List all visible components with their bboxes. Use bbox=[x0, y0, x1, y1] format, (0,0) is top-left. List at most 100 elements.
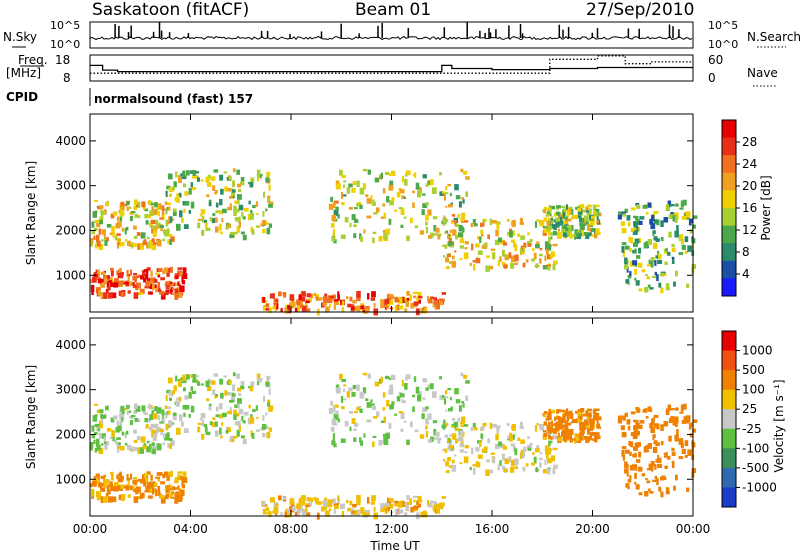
power-cell bbox=[641, 269, 646, 273]
power-cell bbox=[512, 230, 515, 236]
velocity-cell bbox=[514, 448, 518, 456]
velocity-cell bbox=[255, 405, 258, 411]
power-cell bbox=[353, 207, 358, 210]
power-cell bbox=[432, 216, 438, 220]
power-cell bbox=[433, 225, 437, 232]
power-cell bbox=[671, 243, 675, 248]
power-cell bbox=[656, 219, 660, 226]
power-cell bbox=[210, 176, 216, 181]
velocity-cell bbox=[652, 434, 656, 438]
power-cell bbox=[100, 292, 104, 300]
velocity-cell bbox=[101, 417, 104, 425]
power-cell bbox=[509, 230, 513, 238]
power-cell bbox=[671, 257, 675, 264]
power-cell bbox=[574, 232, 579, 237]
velocity-y-tick-label: 2000 bbox=[55, 427, 86, 441]
power-cell bbox=[241, 211, 244, 217]
power-colorbar-swatch bbox=[722, 208, 736, 227]
power-cell bbox=[181, 276, 184, 283]
power-cell bbox=[634, 248, 637, 254]
power-cell bbox=[546, 211, 550, 215]
velocity-cell bbox=[168, 420, 171, 426]
power-cell bbox=[388, 218, 392, 225]
power-cell bbox=[162, 238, 166, 242]
velocity-cell bbox=[242, 438, 247, 445]
power-cell bbox=[508, 252, 512, 259]
velocity-cell bbox=[472, 464, 478, 467]
velocity-cell bbox=[506, 422, 510, 426]
velocity-cell bbox=[159, 429, 164, 432]
velocity-cell bbox=[489, 469, 494, 474]
power-cell bbox=[376, 207, 380, 213]
power-cell bbox=[553, 224, 557, 230]
power-cell bbox=[266, 171, 271, 176]
velocity-cell bbox=[650, 461, 655, 467]
velocity-cell bbox=[685, 415, 691, 422]
velocity-cell bbox=[400, 393, 405, 398]
power-cell bbox=[384, 307, 388, 311]
power-cell bbox=[533, 252, 537, 260]
velocity-cell bbox=[323, 500, 328, 507]
power-cell bbox=[527, 241, 532, 246]
velocity-cell bbox=[382, 392, 386, 398]
velocity-cell bbox=[232, 384, 235, 392]
power-cell bbox=[552, 243, 558, 247]
velocity-cell bbox=[178, 380, 182, 387]
power-cell bbox=[214, 192, 217, 195]
velocity-cell bbox=[519, 421, 523, 429]
power-cell bbox=[204, 219, 207, 224]
power-cell bbox=[220, 231, 223, 235]
power-cell bbox=[168, 267, 171, 272]
power-cell bbox=[595, 204, 600, 207]
velocity-cell bbox=[470, 427, 474, 432]
velocity-cell bbox=[155, 476, 160, 479]
velocity-cell bbox=[100, 487, 106, 492]
frequency-panel: Freq. [MHz] 18 8 60 0 Nave bbox=[6, 53, 778, 87]
velocity-cell bbox=[660, 424, 664, 431]
velocity-cell bbox=[333, 443, 337, 448]
velocity-cell bbox=[356, 500, 361, 506]
velocity-cell bbox=[626, 419, 631, 425]
velocity-cell bbox=[265, 507, 270, 512]
velocity-cell bbox=[165, 394, 168, 401]
velocity-cell bbox=[624, 412, 628, 417]
power-cell bbox=[634, 222, 639, 226]
power-cell bbox=[359, 187, 365, 195]
power-cell bbox=[400, 224, 404, 228]
power-cell bbox=[585, 206, 589, 212]
velocity-cell bbox=[646, 480, 651, 484]
power-cell bbox=[124, 228, 127, 235]
velocity-cell bbox=[151, 429, 157, 434]
velocity-cell bbox=[229, 438, 232, 442]
power-cell bbox=[176, 193, 180, 196]
velocity-cell bbox=[121, 431, 125, 436]
velocity-cell bbox=[151, 442, 155, 446]
velocity-cell bbox=[569, 429, 574, 435]
velocity-cell bbox=[341, 406, 345, 410]
velocity-cell bbox=[190, 386, 193, 392]
power-cell bbox=[107, 286, 111, 291]
power-cell bbox=[335, 206, 339, 211]
power-cell bbox=[625, 279, 630, 284]
velocity-cell bbox=[388, 389, 394, 395]
velocity-cell bbox=[564, 428, 569, 431]
power-cell bbox=[219, 223, 222, 231]
power-cell bbox=[384, 171, 390, 175]
power-cell bbox=[188, 187, 192, 195]
velocity-cell bbox=[464, 445, 469, 449]
velocity-cell bbox=[152, 413, 158, 420]
power-cell bbox=[674, 230, 679, 238]
velocity-cell bbox=[90, 442, 94, 448]
velocity-cell bbox=[520, 455, 525, 459]
velocity-cell bbox=[383, 416, 386, 423]
velocity-cell bbox=[127, 444, 131, 450]
time-tick-label: 20:00 bbox=[575, 522, 610, 536]
power-cell bbox=[305, 308, 311, 312]
velocity-cell bbox=[512, 434, 515, 440]
power-cell bbox=[288, 306, 292, 314]
velocity-cell bbox=[106, 479, 110, 484]
power-cell bbox=[665, 283, 670, 289]
power-cell bbox=[441, 292, 446, 295]
velocity-cell bbox=[197, 426, 201, 433]
velocity-cell bbox=[265, 512, 269, 515]
